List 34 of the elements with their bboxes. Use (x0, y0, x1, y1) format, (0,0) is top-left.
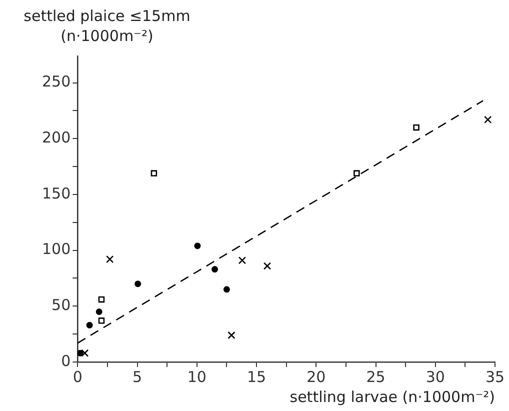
point (98, 296, 105, 303)
point (238, 256, 246, 264)
point (106, 255, 114, 264)
x-tick-label: 35 (485, 368, 505, 386)
x-tick-label: 30 (426, 368, 445, 386)
y-axis-title: settled plaice ≤15mm (n·1000m⁻²) (22, 6, 192, 46)
y-tick-label: 200 (42, 128, 71, 147)
point (194, 242, 201, 250)
y-tick-label: 0 (61, 352, 71, 370)
point (86, 322, 93, 328)
x-tick-label: 5 (132, 368, 142, 386)
x-tick-label: 15 (246, 368, 266, 386)
x-tick-label: 20 (306, 368, 326, 386)
point (212, 266, 218, 273)
point (263, 262, 272, 270)
x-tick-label: 0 (72, 368, 82, 386)
y-tick-label: 50 (52, 296, 71, 314)
x-tick-label: 10 (187, 368, 206, 386)
point (98, 318, 105, 324)
point (223, 286, 230, 293)
y-tick-label: 150 (42, 184, 71, 202)
point (150, 170, 158, 176)
point (413, 124, 420, 131)
point (80, 349, 89, 357)
point (228, 331, 236, 340)
point (354, 170, 360, 176)
y-tick-label: 100 (42, 240, 71, 258)
point (78, 350, 84, 356)
x-axis-title: settling larvae (n·1000m⁻²) (290, 388, 495, 406)
y-tick-label: 250 (42, 72, 71, 91)
point (484, 116, 492, 124)
x-tick-label: 25 (366, 368, 386, 386)
point (134, 280, 142, 288)
point (96, 308, 102, 315)
